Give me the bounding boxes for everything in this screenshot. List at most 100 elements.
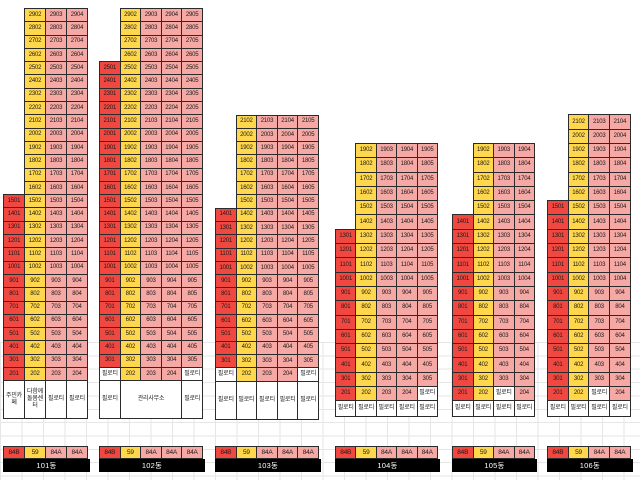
unit-1204[interactable]: 1204 [66,234,88,249]
unit-1001[interactable]: 1001 [99,260,121,275]
unit-1002[interactable]: 1002 [235,260,258,276]
unit-1101[interactable]: 1101 [547,257,569,273]
unit-2605[interactable]: 2605 [181,47,203,63]
unit-1503[interactable]: 1503 [140,194,162,209]
unit-602[interactable]: 602 [355,328,377,345]
unit-2105[interactable]: 2105 [297,114,319,129]
unit-2604[interactable]: 2604 [160,47,183,63]
unit-1401[interactable]: 1401 [215,207,237,222]
unit-1205[interactable]: 1205 [416,243,438,259]
unit-201[interactable]: 201 [3,367,25,382]
unit-1203[interactable]: 1203 [45,234,67,249]
unit-302[interactable]: 302 [567,371,590,388]
unit-1205[interactable]: 1205 [297,234,319,249]
unit-2703[interactable]: 2703 [140,34,162,49]
unit-1001[interactable]: 1001 [452,271,474,287]
unit-602[interactable]: 602 [567,328,590,345]
unit-404[interactable]: 404 [160,340,183,355]
unit-2104[interactable]: 2104 [66,114,88,129]
unit-2105[interactable]: 2105 [181,114,203,129]
unit-2402[interactable]: 2402 [119,74,142,89]
unit-1203[interactable]: 1203 [256,234,278,249]
unit-502[interactable]: 502 [355,343,377,359]
unit-1101[interactable]: 1101 [99,247,121,262]
unit-1802[interactable]: 1802 [567,157,590,173]
unit-1904[interactable]: 1904 [396,143,418,159]
unit-2304[interactable]: 2304 [66,87,88,103]
unit-1702[interactable]: 1702 [567,171,590,187]
unit-302[interactable]: 302 [472,371,494,388]
unit-502[interactable]: 502 [24,327,46,342]
unit-2302[interactable]: 2302 [24,87,46,103]
unit-2004[interactable]: 2004 [66,127,88,142]
unit-1204[interactable]: 1204 [609,243,631,259]
unit-1202[interactable]: 1202 [235,234,258,249]
unit-1501[interactable]: 1501 [99,194,121,209]
unit-1304[interactable]: 1304 [276,220,299,236]
unit-404[interactable]: 404 [396,357,418,373]
unit-1003[interactable]: 1003 [140,260,162,275]
unit-1004[interactable]: 1004 [513,271,535,287]
unit-1802[interactable]: 1802 [119,154,142,169]
unit-1302[interactable]: 1302 [235,220,258,236]
unit-2203[interactable]: 2203 [45,101,67,116]
unit-2304[interactable]: 2304 [160,87,183,103]
unit-703[interactable]: 703 [140,300,162,315]
unit-1804[interactable]: 1804 [609,157,631,173]
unit-1705[interactable]: 1705 [181,167,203,182]
unit-2502[interactable]: 2502 [24,61,46,76]
unit-2703[interactable]: 2703 [45,34,67,49]
unit-2905[interactable]: 2905 [181,8,203,23]
unit-1103[interactable]: 1103 [45,247,67,262]
unit-401[interactable]: 401 [3,340,25,355]
unit-1301[interactable]: 1301 [99,220,121,236]
unit-1401[interactable]: 1401 [3,207,25,222]
unit-1303[interactable]: 1303 [140,220,162,236]
unit-1005[interactable]: 1005 [416,271,438,287]
unit-2004[interactable]: 2004 [609,128,631,144]
unit-1002[interactable]: 1002 [119,260,142,275]
unit-501[interactable]: 501 [99,327,121,342]
unit-1903[interactable]: 1903 [588,142,611,159]
unit-1603[interactable]: 1603 [256,181,278,196]
unit-902[interactable]: 902 [567,285,590,302]
unit-402[interactable]: 402 [567,357,590,373]
unit-202[interactable]: 202 [567,386,590,402]
unit-2805[interactable]: 2805 [181,21,203,36]
unit-401[interactable]: 401 [335,357,357,373]
unit-1003[interactable]: 1003 [493,271,515,287]
unit-1804[interactable]: 1804 [66,154,88,169]
unit-1603[interactable]: 1603 [45,180,67,196]
unit-904[interactable]: 904 [276,274,299,289]
unit-2303[interactable]: 2303 [140,87,162,103]
unit-1001[interactable]: 1001 [215,260,237,276]
unit-504[interactable]: 504 [276,327,299,342]
unit-504[interactable]: 504 [66,327,88,342]
unit-401[interactable]: 401 [452,357,474,373]
unit-1505[interactable]: 1505 [416,200,438,216]
unit-403[interactable]: 403 [45,340,67,355]
unit-1902[interactable]: 1902 [567,142,590,159]
unit-1504[interactable]: 1504 [276,194,299,209]
unit-402[interactable]: 402 [235,340,258,355]
unit-501[interactable]: 501 [452,343,474,359]
unit-2001[interactable]: 2001 [99,127,121,142]
unit-2802[interactable]: 2802 [24,21,46,36]
unit-2003[interactable]: 2003 [45,127,67,142]
unit-1702[interactable]: 1702 [472,171,494,187]
unit-502[interactable]: 502 [472,343,494,359]
unit-2902[interactable]: 2902 [24,8,46,23]
unit-1104[interactable]: 1104 [396,257,418,273]
unit-1604[interactable]: 1604 [276,181,299,196]
unit-1405[interactable]: 1405 [297,207,319,222]
unit-902[interactable]: 902 [119,273,142,289]
unit-1602[interactable]: 1602 [24,180,46,196]
unit-1204[interactable]: 1204 [513,243,535,259]
unit-603[interactable]: 603 [140,313,162,329]
unit-1901[interactable]: 1901 [99,140,121,156]
unit-1605[interactable]: 1605 [416,185,438,202]
unit-1404[interactable]: 1404 [66,207,88,222]
unit-1704[interactable]: 1704 [160,167,183,182]
unit-1303[interactable]: 1303 [45,220,67,236]
unit-1401[interactable]: 1401 [452,214,474,230]
